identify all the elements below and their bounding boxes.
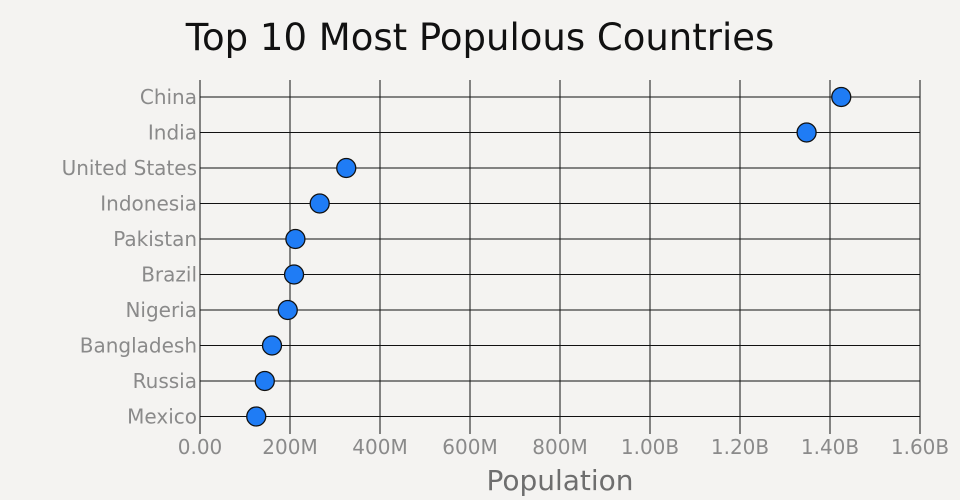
- data-point: [796, 122, 817, 143]
- data-points: [246, 86, 852, 427]
- y-tick-label: India: [148, 121, 197, 145]
- x-tick-label: 400M: [352, 435, 407, 459]
- x-tick-label: 1.00B: [621, 435, 679, 459]
- y-tick-label: Mexico: [127, 405, 197, 429]
- x-tick-labels: 0.00 200M 400M 600M 800M 1.00B 1.20B 1.40B 1.60B: [178, 435, 949, 459]
- x-tick-label: 600M: [442, 435, 497, 459]
- x-tick-label: 0.00: [178, 435, 223, 459]
- x-tick-label: 1.60B: [891, 435, 949, 459]
- chart-title: Top 10 Most Populous Countries: [185, 16, 775, 59]
- data-point: [246, 406, 267, 427]
- y-tick-label: Russia: [133, 369, 197, 393]
- y-tick-label: Indonesia: [100, 192, 197, 216]
- data-point: [831, 86, 852, 108]
- data-point: [261, 335, 283, 356]
- x-tick-label: 800M: [532, 435, 587, 459]
- data-point: [285, 228, 306, 250]
- data-point: [254, 370, 275, 392]
- y-tick-label: Pakistan: [113, 227, 197, 251]
- y-tick-label: China: [140, 85, 197, 109]
- data-point: [277, 299, 298, 321]
- grid-lines: [199, 80, 921, 434]
- data-point: [309, 193, 330, 214]
- x-axis-label: Population: [486, 464, 633, 497]
- y-tick-label: Brazil: [141, 263, 197, 287]
- data-point: [336, 157, 357, 179]
- data-point: [283, 264, 305, 285]
- y-tick-label: Bangladesh: [80, 334, 197, 358]
- y-tick-label: Nigeria: [125, 298, 197, 322]
- x-tick-label: 1.40B: [801, 435, 859, 459]
- y-tick-labels: China India United States Indonesia Pakistan…: [62, 85, 197, 429]
- x-tick-label: 1.20B: [711, 435, 769, 459]
- y-tick-label: United States: [62, 156, 197, 180]
- x-tick-label: 200M: [262, 435, 317, 459]
